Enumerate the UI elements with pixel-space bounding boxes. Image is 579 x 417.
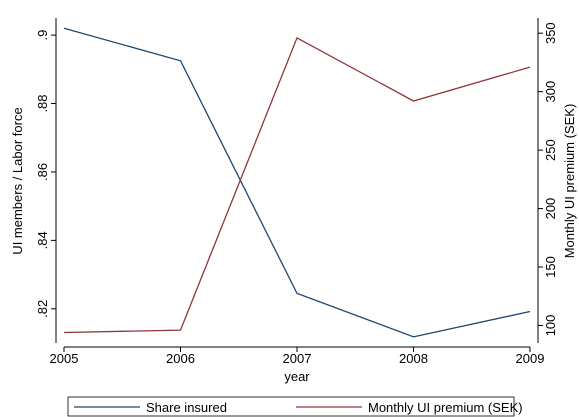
x-tick-label: 2009 (516, 351, 545, 366)
x-tick-label: 2006 (166, 351, 195, 366)
y2-tick-label: 300 (543, 81, 558, 103)
y2-axis-title: Monthly UI premium (SEK) (562, 104, 577, 259)
y-tick-label: .88 (35, 94, 50, 112)
y2-tick-label: 100 (543, 315, 558, 337)
x-tick-label: 2008 (399, 351, 428, 366)
x-tick-label: 2007 (283, 351, 312, 366)
y-tick-label: .84 (35, 231, 50, 249)
x-tick-label: 2005 (50, 351, 79, 366)
y2-tick-label: 250 (543, 139, 558, 161)
series-line (63, 27, 531, 338)
legend-label: Monthly UI premium (SEK) (368, 400, 523, 415)
legend-label: Share insured (146, 400, 227, 415)
y-tick-label: .82 (35, 300, 50, 318)
legend-box (67, 396, 515, 417)
y2-tick-label: 350 (543, 22, 558, 44)
x-axis-title: year (284, 369, 310, 384)
y2-tick-label: 200 (543, 198, 558, 220)
series-line (63, 36, 531, 334)
y2-tick-label: 150 (543, 256, 558, 278)
y-tick-label: .86 (35, 163, 50, 181)
y-tick-label: .9 (35, 30, 50, 41)
y-axis-title: UI members / Labor force (10, 107, 25, 254)
